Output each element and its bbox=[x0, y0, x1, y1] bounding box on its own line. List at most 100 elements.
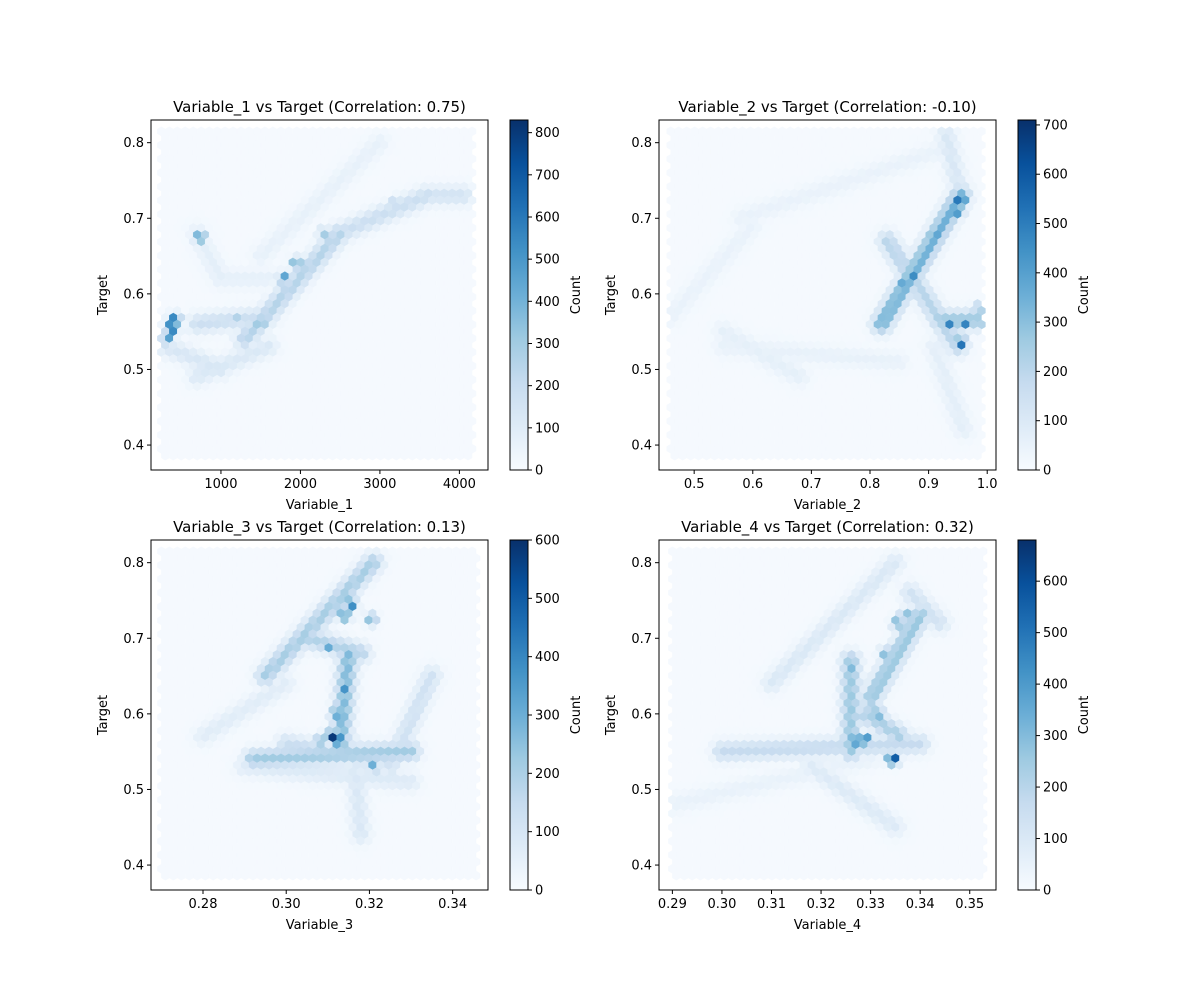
hexbin-cell bbox=[805, 450, 815, 461]
hexbin-cell bbox=[432, 450, 441, 461]
colorbar-tick-label: 200 bbox=[1043, 365, 1068, 380]
colorbar-label: Count bbox=[569, 276, 584, 315]
colorbar-tick-label: 0 bbox=[1043, 464, 1051, 479]
hexbin-cell bbox=[232, 450, 242, 461]
hexbin-cell bbox=[360, 450, 369, 461]
x-tick-label: 1000 bbox=[204, 477, 237, 492]
y-tick-label: 0.8 bbox=[631, 136, 652, 151]
hexbin-cell bbox=[829, 450, 839, 461]
hexbin-cell bbox=[216, 450, 226, 461]
hexbin-cell bbox=[861, 450, 871, 461]
hexbin-cell bbox=[224, 450, 234, 461]
hexbin-cell bbox=[758, 450, 767, 461]
y-tick-label: 0.5 bbox=[123, 363, 144, 378]
x-tick-label: 1.0 bbox=[977, 477, 998, 492]
hexbin-cell bbox=[965, 450, 974, 461]
hexbin-cell bbox=[439, 450, 449, 461]
y-axis-label: Target bbox=[96, 275, 111, 316]
hexbin-cells bbox=[666, 126, 986, 461]
hexbin-cell bbox=[909, 450, 918, 461]
hexbin-cell bbox=[949, 450, 958, 461]
hexbin-cell bbox=[161, 450, 170, 461]
hexbin-cell bbox=[718, 450, 727, 461]
hexbin-cell bbox=[957, 450, 966, 461]
hexbin-cell bbox=[837, 450, 847, 461]
hexbin-cell bbox=[782, 450, 791, 461]
hexbin-cell bbox=[686, 450, 695, 461]
colorbar-label: Count bbox=[1077, 276, 1092, 315]
colorbar-tick-label: 600 bbox=[1043, 168, 1068, 183]
hexbin-cell bbox=[200, 450, 210, 461]
hexbin-cells bbox=[157, 126, 477, 461]
y-axis-label: Target bbox=[604, 275, 619, 316]
hexbin-cell bbox=[280, 450, 290, 461]
subplot-title: Variable_2 vs Target (Correlation: -0.10… bbox=[678, 98, 976, 117]
hexbin-cell bbox=[813, 450, 823, 461]
hexbin-cell bbox=[336, 450, 345, 461]
hexbin-cell bbox=[877, 450, 887, 461]
hexbin-cell bbox=[240, 450, 250, 461]
hexbin-cell bbox=[455, 450, 465, 461]
colorbar-tick-label: 400 bbox=[1043, 266, 1068, 281]
colorbar-tick-label: 400 bbox=[535, 295, 560, 310]
hexbin-cell bbox=[320, 450, 329, 461]
hexbin-cell bbox=[344, 450, 353, 461]
subplot-title: Variable_1 vs Target (Correlation: 0.75) bbox=[173, 98, 466, 117]
hexbin-cell bbox=[256, 450, 266, 461]
hexbin-cell bbox=[694, 450, 703, 461]
hexbin-cell bbox=[463, 450, 473, 461]
axes-frame bbox=[150, 119, 489, 471]
hexbin-cell bbox=[941, 450, 950, 461]
hexbin-cell bbox=[726, 450, 735, 461]
y-tick-label: 0.6 bbox=[631, 287, 652, 302]
hexbin-cell bbox=[208, 450, 218, 461]
subplot-3: 0.28 0.30 0.32 0.340.40.50.60.70.8Variable_… bbox=[96, 518, 584, 933]
colorbar-gradient bbox=[509, 119, 529, 471]
y-tick-label: 0.7 bbox=[631, 212, 652, 227]
colorbar-tick-label: 600 bbox=[535, 210, 560, 225]
hexbin-cell bbox=[392, 450, 401, 461]
colorbar-tick-label: 500 bbox=[1043, 217, 1068, 232]
y-tick-label: 0.4 bbox=[123, 439, 144, 454]
y-tick-label: 0.8 bbox=[123, 136, 144, 151]
colorbar-tick-label: 500 bbox=[535, 253, 560, 268]
hexbin-cell bbox=[376, 450, 385, 461]
axes-frame bbox=[658, 119, 997, 471]
hexbin-cell bbox=[192, 450, 202, 461]
x-tick-label: 3000 bbox=[363, 477, 396, 492]
hexbin-cell bbox=[973, 450, 982, 461]
colorbar-tick-label: 700 bbox=[535, 168, 560, 183]
hexbin-cell bbox=[288, 450, 297, 461]
hexbin-cell bbox=[678, 450, 687, 461]
y-tick-label: 0.6 bbox=[123, 287, 144, 302]
hexbin-cells bbox=[157, 546, 481, 881]
hexbin-cell bbox=[408, 450, 417, 461]
x-axis-label: Variable_2 bbox=[794, 498, 861, 513]
x-tick-label: 0.9 bbox=[918, 477, 939, 492]
hexbin-cell bbox=[400, 450, 409, 461]
hexbin-cell bbox=[248, 450, 258, 461]
hexbin-cell bbox=[933, 450, 942, 461]
hexbin-cell bbox=[901, 450, 910, 461]
hexbin-cell bbox=[869, 450, 879, 461]
hexbin-cell bbox=[447, 450, 457, 461]
hexbin-cell bbox=[328, 450, 337, 461]
colorbar-tick-label: 0 bbox=[535, 464, 543, 479]
colorbar-tick-label: 300 bbox=[535, 337, 560, 352]
colorbar-gradient bbox=[1017, 119, 1037, 471]
hexbin-cell bbox=[416, 450, 425, 461]
x-axis-label: Variable_1 bbox=[286, 498, 353, 513]
hexbin-cell bbox=[312, 450, 321, 461]
colorbar-tick-label: 300 bbox=[1043, 316, 1068, 331]
x-tick-label: 4000 bbox=[443, 477, 476, 492]
x-tick-label: 0.5 bbox=[684, 477, 705, 492]
colorbar-tick-label: 100 bbox=[1043, 414, 1068, 429]
subplot-2: 0.5 0.6 0.7 0.8 0.9 1.00.40.50.60.70.8Variabl… bbox=[604, 98, 1092, 513]
hexbin-cell bbox=[296, 450, 305, 461]
hexbin-cell bbox=[304, 450, 313, 461]
hexbin-cell bbox=[790, 450, 799, 461]
hexbin-cell bbox=[272, 450, 282, 461]
